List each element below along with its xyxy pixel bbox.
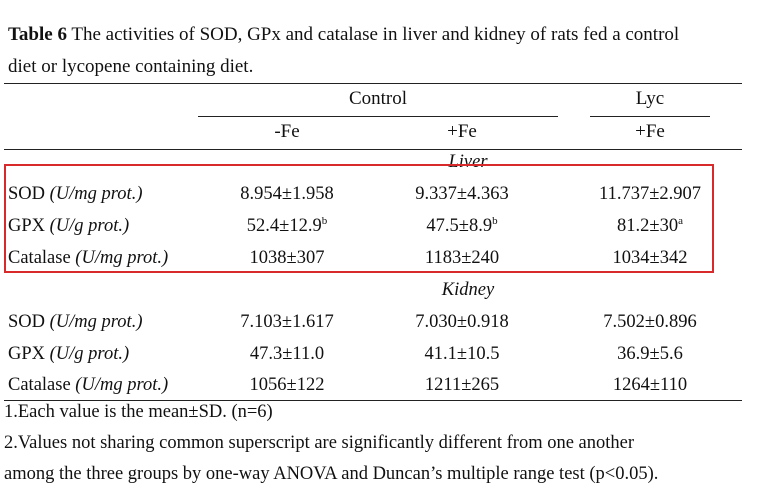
superscript: a bbox=[678, 215, 683, 227]
highlight-box bbox=[4, 164, 714, 273]
row-name: Catalase bbox=[8, 248, 71, 268]
cell: 1211±265 bbox=[424, 375, 500, 395]
header-col-control-minus-fe: -Fe bbox=[274, 121, 300, 142]
row-unit: (U/mg prot.) bbox=[75, 248, 169, 268]
cell: 47.5±8.9b bbox=[426, 215, 498, 237]
cell: 81.2±30a bbox=[617, 215, 683, 237]
header-col-control-plus-fe: +Fe bbox=[447, 121, 477, 142]
caption-line2: diet or lycopene containing diet. bbox=[8, 56, 254, 77]
cell: 7.103±1.617 bbox=[240, 312, 334, 332]
row-name: GPX bbox=[8, 344, 46, 364]
row-unit: (U/g prot.) bbox=[49, 344, 130, 364]
cell: 7.502±0.896 bbox=[603, 312, 697, 332]
table-label: Table 6 bbox=[8, 24, 67, 45]
row-label: Catalase (U/mg prot.) bbox=[8, 375, 168, 396]
top-rule bbox=[4, 83, 742, 84]
row-unit: (U/mg prot.) bbox=[75, 375, 169, 395]
section-title-liver: Liver bbox=[448, 152, 488, 172]
superscript: b bbox=[492, 215, 498, 227]
cell: 1056±122 bbox=[249, 375, 325, 395]
footnote-1: 1.Each value is the mean±SD. (n=6) bbox=[4, 402, 273, 422]
row-label: SOD (U/mg prot.) bbox=[8, 184, 142, 205]
header-col-lyc-plus-fe: +Fe bbox=[635, 121, 665, 142]
header-control: Control bbox=[348, 88, 408, 109]
footnote-2: 2.Values not sharing common superscript … bbox=[4, 433, 635, 453]
row-unit: (U/mg prot.) bbox=[49, 312, 143, 332]
cell: 36.9±5.6 bbox=[617, 344, 683, 364]
row-name: GPX bbox=[8, 216, 46, 236]
row-label: GPX (U/g prot.) bbox=[8, 344, 129, 365]
row-name: SOD bbox=[8, 312, 46, 332]
superscript: b bbox=[321, 215, 328, 227]
cell: 1034±342 bbox=[612, 248, 688, 268]
footnote-2-continued: among the three groups by one-way ANOVA … bbox=[4, 464, 659, 484]
cell: 1038±307 bbox=[249, 248, 325, 268]
cell: 11.737±2.907 bbox=[599, 184, 701, 204]
row-label: Catalase (U/mg prot.) bbox=[8, 248, 168, 269]
lyc-group-rule bbox=[590, 116, 710, 117]
bottom-rule bbox=[4, 400, 742, 401]
cell: 7.030±0.918 bbox=[415, 312, 509, 332]
cell: 47.3±11.0 bbox=[249, 344, 325, 364]
table-caption: Table 6 The activities of SOD, GPx and c… bbox=[8, 20, 679, 50]
row-name: SOD bbox=[8, 184, 46, 204]
caption-text: The activities of SOD, GPx and catalase … bbox=[66, 24, 680, 45]
cell: 41.1±10.5 bbox=[424, 344, 500, 364]
cell: 8.954±1.958 bbox=[240, 184, 334, 204]
control-group-rule bbox=[198, 116, 558, 117]
header-rule bbox=[4, 149, 742, 150]
cell: 1264±110 bbox=[612, 375, 688, 395]
row-unit: (U/g prot.) bbox=[49, 216, 130, 236]
row-label: GPX (U/g prot.) bbox=[8, 216, 129, 237]
row-name: Catalase bbox=[8, 375, 71, 395]
row-unit: (U/mg prot.) bbox=[49, 184, 143, 204]
cell: 9.337±4.363 bbox=[415, 184, 509, 204]
cell: 52.4±12.9b bbox=[246, 215, 328, 237]
header-lyc: Lyc bbox=[635, 88, 665, 109]
cell: 1183±240 bbox=[424, 248, 500, 268]
section-title-kidney: Kidney bbox=[441, 280, 495, 300]
row-label: SOD (U/mg prot.) bbox=[8, 312, 142, 333]
